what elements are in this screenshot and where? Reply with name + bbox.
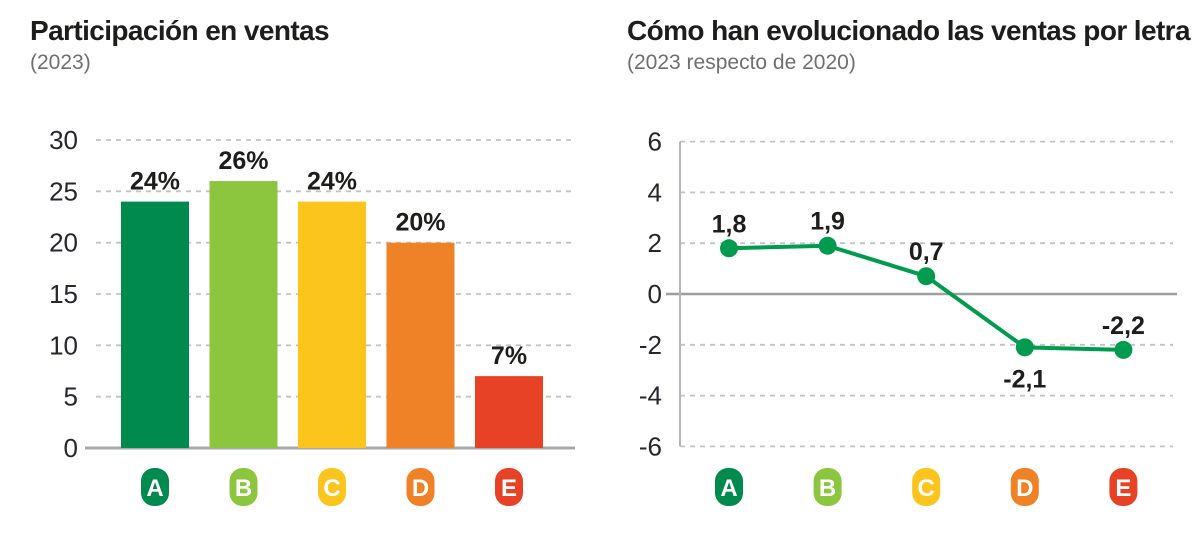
badge-letter-D: D	[1016, 475, 1033, 502]
badge-letter-D: D	[412, 475, 429, 502]
y-axis-tick-label: -2	[639, 330, 662, 360]
line-chart-title: Cómo han evolucionado las ventas por let…	[627, 15, 1191, 46]
line-point-B	[818, 236, 837, 255]
y-axis-tick-label: 15	[49, 279, 78, 309]
category-badge-C	[318, 468, 346, 506]
value-label-C: 0,7	[909, 238, 944, 266]
value-label-D: 20%	[395, 209, 445, 237]
y-axis-tick-label: 25	[49, 176, 78, 206]
category-badge-A	[715, 468, 743, 506]
bar-chart: 30 25 20 15 10 5 0 24% A 26% B 24% C 20% D 7% E	[49, 125, 575, 506]
badge-letter-C: C	[323, 475, 340, 502]
category-badge-C	[912, 468, 941, 506]
y-axis-tick-label: 10	[49, 330, 78, 360]
y-axis-tick-label: -6	[639, 431, 662, 461]
value-label-B: 1,9	[810, 208, 845, 236]
y-axis-tick-label: 0	[648, 279, 662, 309]
value-label-D: -2,1	[1003, 365, 1046, 393]
y-axis-tick-label: 0	[64, 433, 78, 463]
bar-B	[209, 181, 278, 449]
bar-chart-title: Participación en ventas	[30, 15, 330, 46]
line-chart-panel: Cómo han evolucionado las ventas por let…	[600, 0, 1200, 540]
badge-letter-B: B	[235, 475, 252, 502]
line-chart: 6 4 2 0 -2 -4 -6 1,8 A 1,9 B 0,7 C -2,1 D -2,2 E	[639, 127, 1177, 506]
value-label-E: 7%	[491, 342, 527, 370]
line-chart-subtitle: (2023 respecto de 2020)	[627, 51, 856, 74]
line-point-A	[720, 239, 738, 258]
badge-letter-A: A	[146, 475, 163, 502]
bar-chart-subtitle: (2023)	[30, 51, 91, 74]
value-label-A: 1,8	[712, 210, 747, 238]
category-badge-B	[229, 468, 258, 506]
badge-letter-E: E	[1115, 475, 1131, 502]
category-badge-D	[1010, 468, 1039, 506]
y-axis-tick-label: -4	[639, 381, 662, 411]
line-point-D	[1015, 338, 1034, 357]
bar-E	[475, 376, 543, 448]
bar-C	[298, 201, 366, 448]
value-label-C: 24%	[307, 168, 357, 196]
badge-letter-B: B	[819, 475, 836, 502]
y-axis-tick-label: 30	[49, 125, 78, 155]
badge-letter-E: E	[501, 475, 517, 502]
line-point-E	[1114, 340, 1133, 359]
bar-chart-panel: Participación en ventas (2023) 30 25 20 15 1…	[30, 15, 575, 506]
value-label-B: 26%	[218, 147, 268, 175]
y-axis-tick-label: 20	[49, 228, 78, 258]
y-axis-tick-label: 5	[64, 382, 78, 412]
value-label-A: 24%	[130, 168, 180, 196]
y-axis-tick-label: 2	[648, 228, 662, 258]
category-badge-A	[141, 468, 169, 506]
y-axis-tick-label: 6	[648, 127, 662, 157]
category-badge-E	[1109, 468, 1138, 506]
category-badge-B	[813, 468, 842, 506]
value-label-E: -2,2	[1102, 312, 1145, 340]
bar-D	[386, 242, 455, 448]
badge-letter-C: C	[918, 475, 935, 502]
category-badge-E	[495, 468, 523, 506]
bar-A	[121, 201, 189, 448]
category-badge-D	[406, 468, 435, 506]
line-point-C	[917, 267, 936, 286]
badge-letter-A: A	[720, 475, 737, 502]
y-axis-tick-label: 4	[648, 177, 662, 207]
